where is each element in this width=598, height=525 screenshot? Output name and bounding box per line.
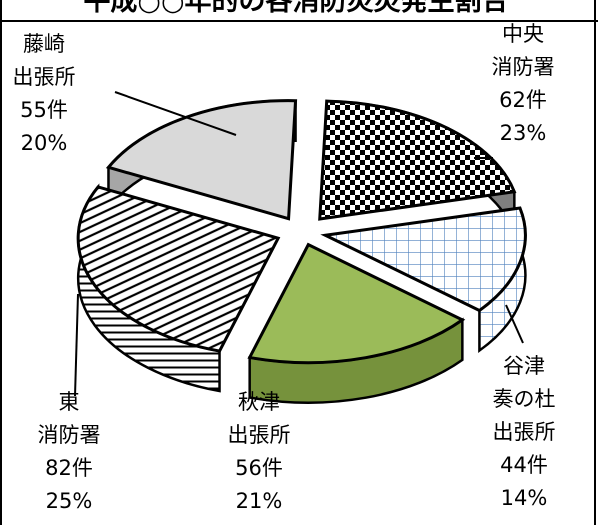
slice-label-3: 秋津出張所 56件 21% bbox=[228, 386, 291, 518]
slice-name-line: 出張所 bbox=[227, 423, 291, 447]
slice-name-line: 出張所 bbox=[12, 65, 76, 89]
slice-count: 56件 bbox=[235, 456, 283, 480]
slice-count: 62件 bbox=[499, 88, 547, 112]
pie-slice-3 bbox=[247, 242, 466, 365]
slice-percent: 25% bbox=[45, 489, 93, 513]
slice-count: 44件 bbox=[500, 453, 548, 477]
slice-name-line: 東 bbox=[58, 390, 80, 414]
slice-percent: 21% bbox=[235, 489, 283, 513]
slice-label-4: 東消防署 82件 25% bbox=[38, 386, 101, 518]
pie-slice-1 bbox=[318, 99, 517, 221]
slice-percent: 14% bbox=[500, 486, 548, 510]
slice-label-5: 藤崎出張所 55件 20% bbox=[13, 28, 76, 160]
chart-title: 平成○○年的の各消防災災発生割合 bbox=[83, 0, 509, 17]
slice-name-line: 消防署 bbox=[37, 423, 101, 447]
slice-label-2: 谷津奏の杜出張所 44件 14% bbox=[493, 350, 556, 515]
frame-right-border bbox=[594, 0, 596, 525]
slice-count: 82件 bbox=[45, 456, 93, 480]
slice-count: 55件 bbox=[20, 98, 68, 122]
slice-name-line: 藤崎 bbox=[23, 32, 65, 56]
slice-percent: 23% bbox=[499, 121, 547, 145]
frame-left-border bbox=[0, 0, 2, 525]
leader-line-3 bbox=[74, 293, 79, 397]
frame-top-border bbox=[0, 20, 598, 22]
slice-name-line: 奏の杜 bbox=[492, 387, 556, 411]
pie-slice-4 bbox=[76, 185, 281, 353]
slice-name-line: 消防署 bbox=[491, 55, 555, 79]
slice-name-line: 谷津 bbox=[503, 354, 545, 378]
slice-name-line: 秋津 bbox=[238, 390, 280, 414]
slice-percent: 20% bbox=[20, 131, 68, 155]
slice-label-1: 中央消防署 62件 23% bbox=[492, 18, 555, 150]
leader-line-4 bbox=[114, 91, 237, 136]
pie-slice-2 bbox=[320, 206, 527, 313]
slice-name-line: 出張所 bbox=[492, 420, 556, 444]
slice-name-line: 中央 bbox=[502, 22, 544, 46]
leader-line-2 bbox=[505, 304, 524, 344]
